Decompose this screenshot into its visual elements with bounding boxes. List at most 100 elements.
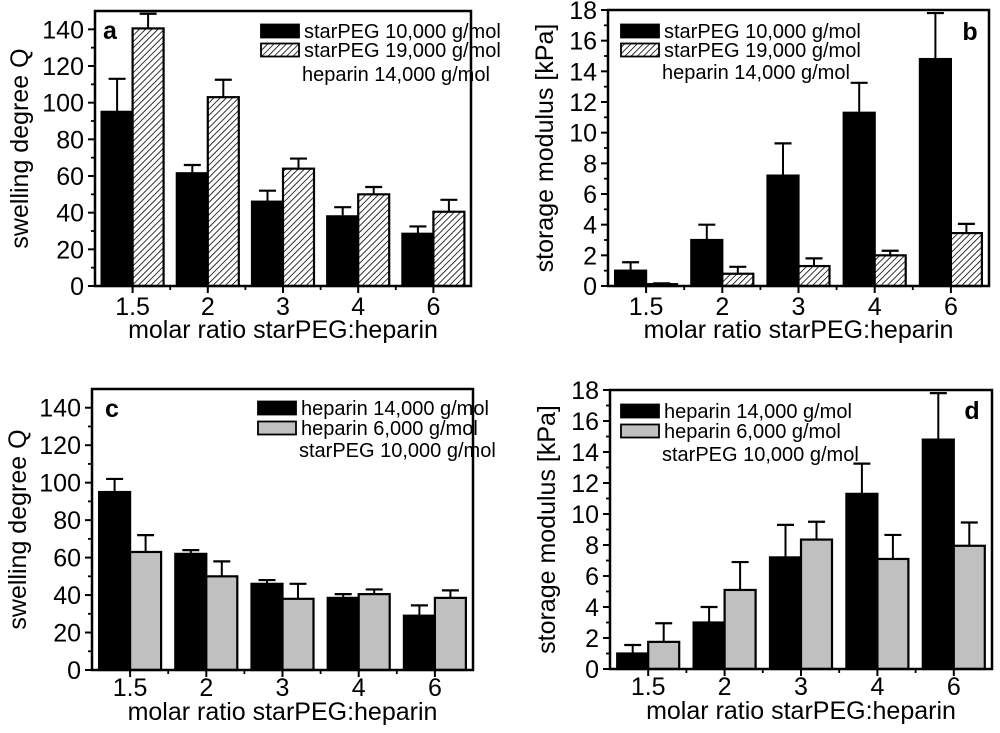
legend-label-b-hatched: starPEG 19,000 g/mol [664, 40, 861, 62]
x-tick-label-d-4: 4 [870, 673, 884, 701]
panel-letter-a: a [103, 17, 118, 45]
x-axis-label-c: molar ratio starPEG:heparin [128, 698, 438, 726]
y-axis-label-a: swelling degree Q [6, 48, 34, 248]
x-tick-label-b-6: 6 [944, 293, 958, 321]
y-tick-label-d-10: 10 [571, 501, 599, 529]
y-tick-label-a-0: 0 [70, 273, 84, 301]
panel-a-chart: 0 20 40 60 80 100 120 140 1.5 2 3 4 6 swelling degree… [6, 9, 500, 344]
legend-swatch-b-black [620, 23, 660, 39]
annotation-c: starPEG 10,000 g/mol [299, 440, 496, 462]
y-axis-label-c: swelling degree Q [4, 429, 32, 629]
y-tick-label-d-18: 18 [571, 377, 599, 405]
y-tick-label-a-20: 20 [56, 236, 84, 264]
y-tick-label-c-100: 100 [39, 470, 81, 498]
y-axis-label-b: storage modulus [kPa] [531, 24, 559, 273]
legend-swatch-d-gray [620, 423, 660, 439]
bar-a-black-2 [175, 172, 209, 288]
legend-label-b-black: starPEG 10,000 g/mol [664, 21, 861, 43]
y-tick-label-a-120: 120 [42, 53, 84, 81]
bar-c-gray-2 [205, 575, 239, 672]
y-tick-label-d-6: 6 [585, 563, 599, 591]
y-tick-label-d-4: 4 [585, 594, 599, 622]
legend-label-c-black: heparin 14,000 g/mol [301, 398, 489, 420]
x-tick-label-d-3: 3 [794, 673, 808, 701]
y-tick-label-c-120: 120 [39, 432, 81, 460]
legend-label-a-hatched: starPEG 19,000 g/mol [304, 40, 500, 62]
legend-swatch-d-black [620, 403, 660, 419]
legend-swatch-a-hatched [260, 42, 300, 58]
bar-a-black-1.5 [100, 110, 134, 288]
legend-label-d-black: heparin 14,000 g/mol [664, 401, 852, 423]
x-tick-label-a-2: 2 [201, 293, 215, 321]
y-tick-label-b-6: 6 [583, 181, 597, 209]
bar-c-black-3 [250, 582, 284, 672]
y-tick-label-b-12: 12 [569, 89, 597, 117]
bar-a-hatched-4 [357, 193, 391, 288]
y-tick-label-c-40: 40 [53, 582, 81, 610]
panel-letter-b: b [962, 18, 977, 46]
legend-label-d-gray: heparin 6,000 g/mol [664, 421, 841, 443]
bar-a-black-4 [326, 215, 360, 288]
y-tick-label-d-2: 2 [585, 625, 599, 653]
bar-d-black-3 [768, 556, 803, 671]
y-tick-label-c-0: 0 [67, 657, 81, 685]
x-tick-label-d-1.5: 1.5 [631, 673, 666, 701]
y-tick-label-c-140: 140 [39, 395, 81, 423]
bar-c-black-2 [174, 552, 208, 672]
y-tick-label-b-14: 14 [569, 58, 597, 86]
bar-b-black-3 [766, 174, 800, 288]
y-tick-label-d-14: 14 [571, 439, 599, 467]
y-tick-label-b-18: 18 [569, 0, 597, 25]
y-tick-label-c-80: 80 [53, 507, 81, 535]
bar-d-black-6 [921, 438, 955, 671]
legend-label-c-gray: heparin 6,000 g/mol [301, 418, 478, 440]
bar-b-black-6 [918, 57, 952, 288]
bar-d-black-4 [845, 492, 879, 671]
y-tick-label-d-0: 0 [585, 656, 599, 684]
x-tick-label-c-4: 4 [352, 674, 366, 702]
bar-c-gray-1.5 [129, 550, 163, 672]
x-tick-label-b-1.5: 1.5 [629, 293, 664, 321]
bar-c-black-4 [326, 596, 360, 672]
annotation-d: starPEG 10,000 g/mol [662, 444, 859, 466]
y-axis-label-d: storage modulus [kPa] [533, 405, 561, 654]
bar-a-black-3 [250, 200, 285, 288]
bar-d-gray-4 [876, 557, 910, 671]
legend-label-a-black: starPEG 10,000 g/mol [304, 21, 500, 43]
x-tick-label-a-3: 3 [276, 293, 290, 321]
y-tick-label-c-60: 60 [53, 545, 81, 573]
y-tick-label-a-40: 40 [56, 200, 84, 228]
panel-letter-c: c [105, 395, 119, 423]
bar-a-hatched-6 [432, 210, 466, 288]
bar-b-black-4 [842, 111, 876, 288]
bar-b-hatched-3 [797, 264, 831, 288]
bar-b-black-1.5 [613, 269, 648, 288]
y-tick-label-b-4: 4 [583, 212, 597, 240]
legend-swatch-c-black [257, 400, 297, 416]
x-tick-label-b-3: 3 [792, 293, 806, 321]
x-axis-label-a: molar ratio starPEG:heparin [128, 316, 438, 344]
bar-d-gray-3 [799, 538, 834, 671]
x-axis-label-b: molar ratio starPEG:heparin [644, 316, 954, 344]
annotation-a: heparin 14,000 g/mol [302, 64, 490, 86]
y-tick-label-a-140: 140 [42, 16, 84, 44]
y-tick-label-d-8: 8 [585, 532, 599, 560]
x-tick-label-c-3: 3 [276, 674, 290, 702]
bar-d-gray-2 [723, 588, 757, 671]
panel-letter-d: d [964, 397, 979, 425]
x-tick-label-c-1.5: 1.5 [113, 674, 148, 702]
y-tick-label-b-16: 16 [569, 28, 597, 56]
bar-d-black-2 [692, 621, 726, 671]
x-axis-label-d: molar ratio starPEG:heparin [646, 697, 956, 725]
x-tick-label-c-6: 6 [428, 674, 442, 702]
y-tick-label-c-20: 20 [53, 620, 81, 648]
x-tick-label-b-4: 4 [868, 293, 882, 321]
bar-a-hatched-3 [281, 167, 316, 288]
y-tick-label-b-10: 10 [569, 120, 597, 148]
y-tick-label-b-8: 8 [583, 150, 597, 178]
x-tick-label-c-2: 2 [199, 674, 213, 702]
legend-swatch-c-gray [257, 420, 297, 436]
bar-b-black-2 [690, 238, 724, 288]
